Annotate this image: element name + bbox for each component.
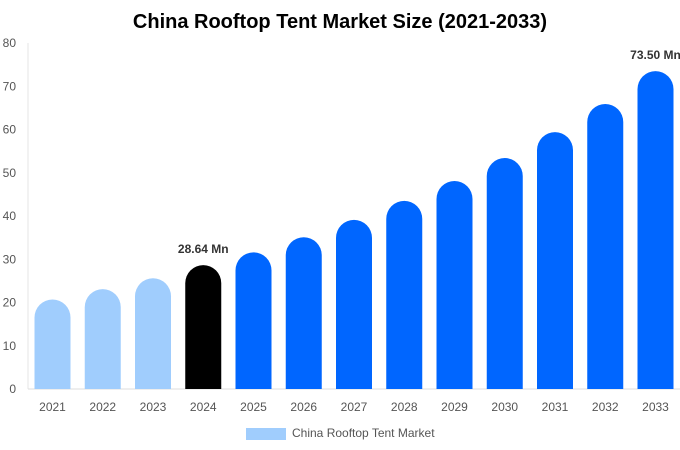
y-tick-label: 30: [3, 252, 17, 266]
y-tick-label: 50: [3, 166, 17, 180]
legend-label: China Rooftop Tent Market: [292, 426, 435, 440]
x-tick-label: 2028: [391, 400, 418, 414]
y-tick-label: 10: [3, 339, 17, 353]
bar-2028[interactable]: [386, 200, 423, 389]
x-tick-label: 2027: [341, 400, 368, 414]
y-tick-label: 0: [9, 382, 16, 396]
bar-2022[interactable]: [84, 289, 121, 389]
x-tick-label: 2021: [39, 400, 66, 414]
x-tick-label: 2031: [542, 400, 569, 414]
y-tick-label: 40: [3, 209, 17, 223]
bar-2031[interactable]: [537, 132, 573, 389]
data-label: 28.64 Mn: [178, 242, 229, 256]
x-tick-label: 2030: [491, 400, 518, 414]
y-tick-label: 80: [3, 36, 17, 50]
y-tick-label: 60: [3, 123, 17, 137]
data-label: 73.50 Mn: [630, 48, 680, 62]
y-tick-label: 20: [3, 296, 17, 310]
bar-2024[interactable]: [185, 265, 222, 389]
bar-2026[interactable]: [285, 237, 322, 389]
bar-2029[interactable]: [436, 180, 473, 389]
legend[interactable]: China Rooftop Tent Market: [246, 426, 435, 440]
bar-2023[interactable]: [135, 278, 171, 389]
x-tick-label: 2026: [290, 400, 317, 414]
x-tick-label: 2033: [642, 400, 669, 414]
bar-2027[interactable]: [336, 219, 372, 389]
bar-2033[interactable]: [637, 71, 674, 390]
bar-2032[interactable]: [587, 103, 624, 390]
bar-2021[interactable]: [34, 299, 71, 389]
x-tick-label: 2025: [240, 400, 267, 414]
chart-title: China Rooftop Tent Market Size (2021-203…: [133, 11, 547, 33]
legend-swatch: [246, 428, 286, 440]
y-tick-label: 70: [3, 79, 17, 93]
x-tick-label: 2029: [441, 400, 468, 414]
x-tick-label: 2024: [190, 400, 217, 414]
x-tick-label: 2023: [140, 400, 167, 414]
x-tick-label: 2032: [592, 400, 619, 414]
x-tick-label: 2022: [89, 400, 116, 414]
bar-2030[interactable]: [486, 158, 523, 389]
bar-2025[interactable]: [235, 252, 272, 389]
